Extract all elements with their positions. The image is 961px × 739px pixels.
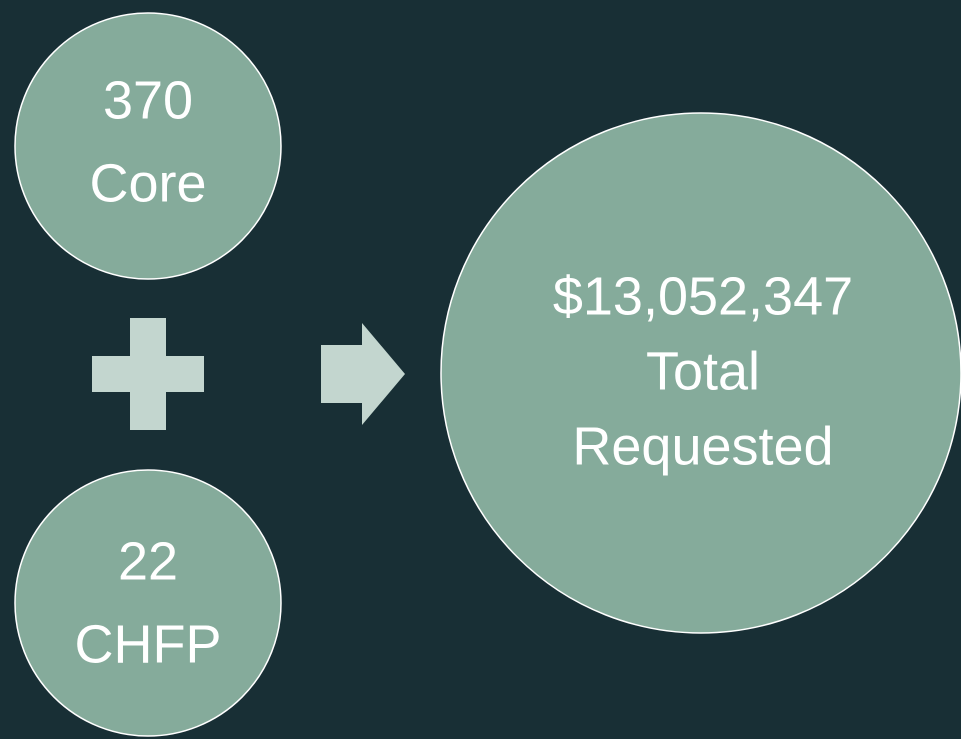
chfp-count: 22	[118, 531, 178, 591]
arrow	[321, 323, 405, 425]
chfp-label: CHFP	[75, 614, 222, 674]
core-circle	[14, 12, 282, 280]
total-amount: $13,052,347	[553, 266, 853, 326]
plus-horizontal	[92, 356, 204, 392]
core-label: Core	[89, 153, 206, 213]
chfp-circle	[14, 469, 282, 737]
total-circle	[440, 112, 961, 634]
total-label-1: Total	[646, 341, 760, 401]
plus-sign	[92, 318, 204, 430]
core-count: 370	[103, 70, 193, 130]
total-label-2: Requested	[572, 416, 833, 476]
